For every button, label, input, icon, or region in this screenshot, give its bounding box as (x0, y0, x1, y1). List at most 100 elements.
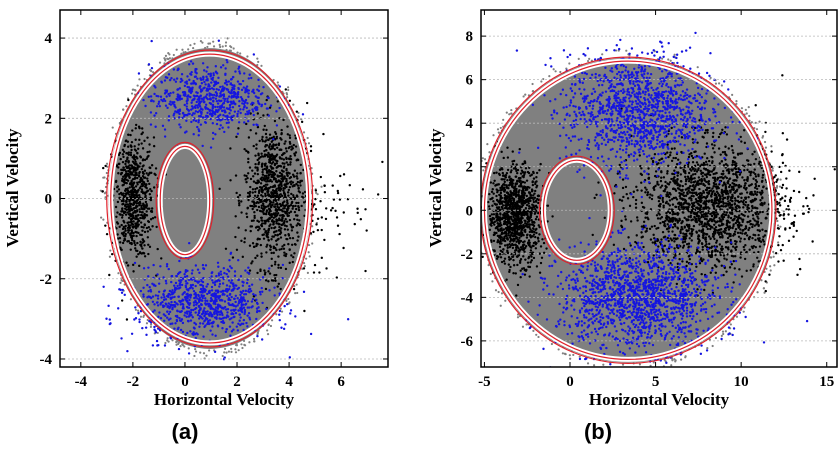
gray-point (194, 350, 198, 353)
black-point (278, 171, 282, 174)
blue-point (208, 319, 212, 322)
blue-point (194, 311, 197, 314)
blue-point (194, 264, 198, 267)
gray-point (279, 307, 282, 310)
black-point (280, 219, 284, 222)
gray-point (744, 108, 747, 111)
blue-point (169, 297, 172, 300)
blue-point (183, 314, 186, 317)
gray-point (769, 256, 772, 259)
blue-point (171, 289, 174, 292)
black-point (531, 244, 534, 247)
blue-point (246, 271, 249, 274)
black-point (500, 202, 504, 205)
blue-point (181, 293, 184, 296)
blue-point (183, 103, 186, 107)
black-point (262, 233, 265, 236)
blue-point (200, 100, 203, 103)
blue-point (229, 298, 232, 302)
blue-point (208, 94, 211, 97)
black-point (287, 232, 290, 236)
black-point (279, 231, 283, 234)
black-point (490, 224, 493, 227)
black-point (335, 276, 339, 279)
gray-point (305, 257, 308, 260)
black-point (146, 136, 149, 139)
black-point (136, 241, 139, 245)
blue-point (198, 271, 201, 274)
blue-point (294, 315, 297, 318)
blue-point (247, 312, 251, 315)
blue-point (201, 116, 205, 119)
blue-point (144, 104, 147, 108)
gray-point (510, 112, 513, 115)
black-point (497, 223, 500, 227)
blue-point (166, 106, 169, 110)
blue-point (157, 282, 161, 285)
black-point (297, 190, 301, 193)
black-point (507, 184, 511, 187)
black-point (269, 245, 273, 249)
black-point (278, 148, 281, 152)
black-point (122, 225, 125, 229)
blue-point (244, 303, 247, 306)
blue-point (142, 293, 145, 296)
black-point (121, 193, 124, 196)
blue-point (185, 299, 189, 302)
gray-point (708, 338, 711, 341)
blue-point (210, 271, 213, 275)
black-point (269, 165, 272, 168)
black-point (520, 202, 523, 205)
black-point (288, 218, 292, 222)
blue-point (209, 102, 213, 106)
blue-point (225, 121, 229, 125)
black-point (273, 119, 277, 123)
black-point (521, 241, 525, 244)
black-point (503, 262, 507, 265)
black-point (534, 211, 537, 214)
blue-point (211, 76, 215, 79)
black-point (130, 235, 134, 239)
black-point (251, 191, 254, 194)
blue-point (159, 95, 163, 98)
black-point (125, 200, 128, 203)
black-point (283, 200, 286, 203)
blue-point (231, 321, 234, 324)
black-point (516, 171, 519, 175)
black-point (312, 271, 316, 274)
black-point (535, 186, 538, 189)
gray-point (286, 96, 289, 99)
blue-point (108, 322, 112, 326)
gray-point (625, 49, 628, 52)
gray-point (510, 108, 513, 112)
blue-point (194, 284, 197, 288)
black-point (696, 163, 700, 166)
black-point (296, 158, 300, 162)
black-point (493, 202, 496, 205)
blue-point (178, 259, 181, 263)
black-point (529, 214, 533, 217)
black-point (119, 213, 122, 216)
black-point (133, 239, 136, 243)
black-point (289, 158, 293, 161)
black-point (126, 145, 130, 148)
blue-point (232, 90, 236, 93)
blue-point (164, 314, 167, 317)
blue-point (252, 110, 255, 113)
black-point (500, 150, 503, 154)
blue-point (280, 326, 283, 329)
black-point (245, 180, 248, 184)
black-point (270, 192, 273, 196)
black-point (502, 174, 505, 177)
blue-point (120, 337, 123, 340)
black-point (509, 191, 513, 194)
black-point (514, 272, 518, 275)
blue-point (247, 290, 250, 293)
black-point (269, 195, 273, 199)
gray-point (287, 86, 290, 89)
outer-boundary-ellipse (110, 53, 310, 344)
black-point (319, 200, 322, 203)
gray-point (472, 197, 474, 199)
black-point (261, 140, 265, 143)
blue-point (238, 72, 242, 75)
